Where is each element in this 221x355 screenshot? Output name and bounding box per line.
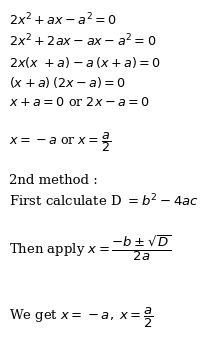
Text: $x + a = 0$ or $2x - a = 0$: $x + a = 0$ or $2x - a = 0$: [9, 97, 150, 109]
Text: $(x + a)\,(2x - a) = 0$: $(x + a)\,(2x - a) = 0$: [9, 75, 126, 90]
Text: $2x^2 + 2ax - ax - a^2 = 0$: $2x^2 + 2ax - ax - a^2 = 0$: [9, 33, 156, 49]
Text: Then apply $x = \dfrac{-b \pm \sqrt{D}}{2a}$: Then apply $x = \dfrac{-b \pm \sqrt{D}}{…: [9, 234, 171, 263]
Text: First calculate D $= b^2 - 4ac$: First calculate D $= b^2 - 4ac$: [9, 192, 199, 209]
Text: We get $x = -a,\; x = \dfrac{a}{2}$: We get $x = -a,\; x = \dfrac{a}{2}$: [9, 306, 154, 330]
Text: $2x(x\ + a) - a\,(x + a) = 0$: $2x(x\ + a) - a\,(x + a) = 0$: [9, 55, 161, 70]
Text: $x = -a$ or $x = \dfrac{a}{2}$: $x = -a$ or $x = \dfrac{a}{2}$: [9, 130, 111, 154]
Text: 2nd method :: 2nd method :: [9, 174, 98, 187]
Text: $2x^2 + ax - a^2 = 0$: $2x^2 + ax - a^2 = 0$: [9, 11, 117, 28]
